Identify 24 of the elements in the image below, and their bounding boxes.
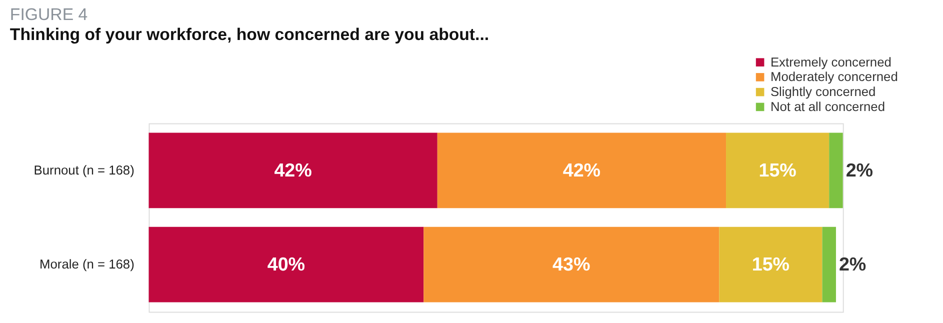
legend-label: Moderately concerned (770, 69, 898, 84)
data-label: 2% (846, 159, 874, 180)
bar (726, 132, 830, 208)
bar (822, 226, 836, 302)
y-tick-label: Burnout (n = 168) (34, 162, 134, 178)
legend-label: Extremely concerned (770, 54, 892, 70)
data-label: 43% (552, 254, 590, 275)
legend-label: Slightly concerned (770, 84, 876, 100)
y-tick-label: Morale (n = 168) (40, 256, 134, 272)
bar (148, 132, 438, 208)
data-label: 42% (274, 159, 312, 180)
data-label: 2% (838, 254, 866, 275)
chart-title: FIGURE 4 (10, 5, 88, 24)
bar (424, 226, 720, 302)
bar (719, 226, 822, 302)
data-label: 15% (758, 159, 797, 180)
data-label: 40% (267, 254, 306, 275)
legend-label: Not at all concerned (770, 98, 885, 114)
chart-subtitle: Thinking of your workforce, how concerned are you about... (10, 25, 490, 44)
data-label: 15% (752, 254, 790, 275)
bar (437, 132, 726, 208)
data-label: 42% (562, 159, 601, 180)
bar (148, 226, 424, 302)
bar (829, 132, 843, 208)
